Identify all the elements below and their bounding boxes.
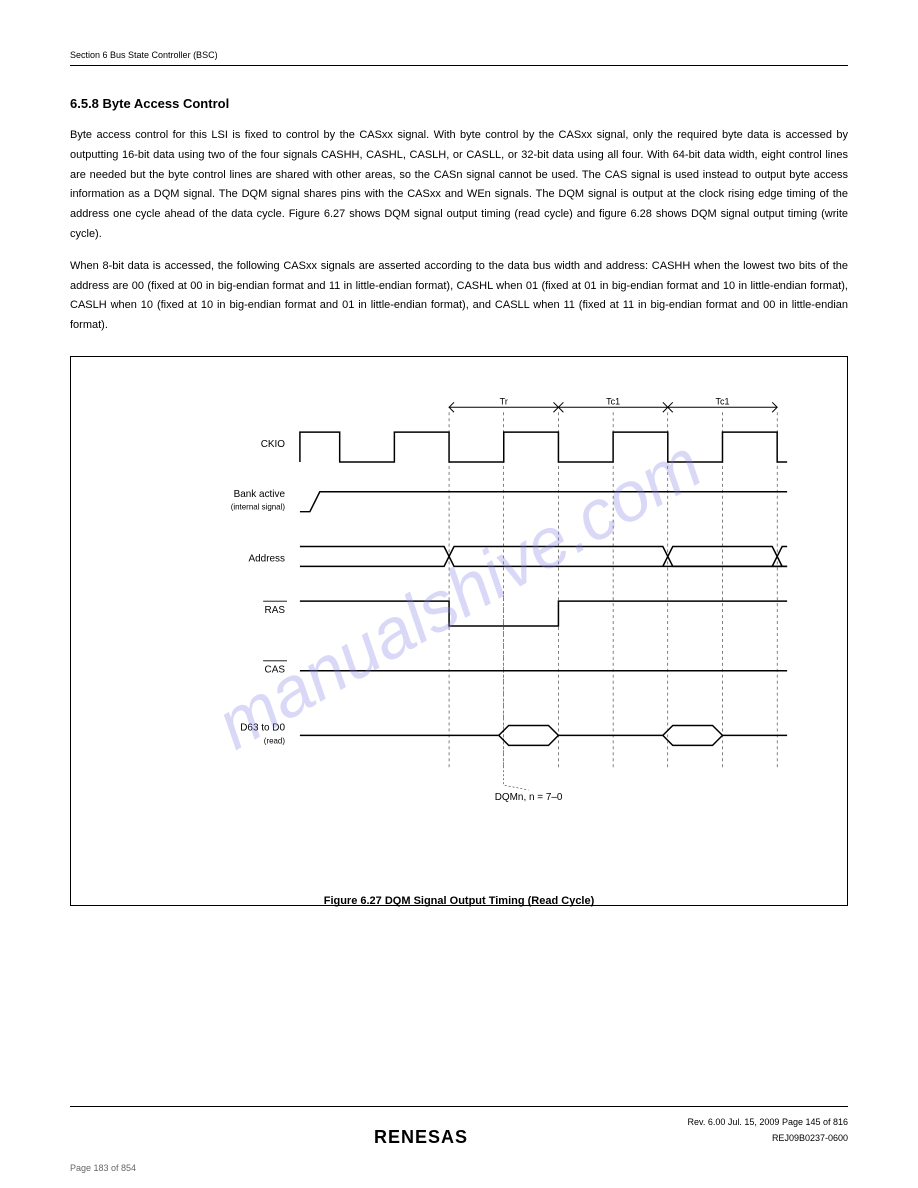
signal-label-ras: RAS <box>265 605 286 616</box>
header-left: Section 6 Bus State Controller (BSC) <box>70 50 218 60</box>
renesas-logo: RENESAS <box>374 1127 468 1148</box>
footer-docid: REJ09B0237-0600 <box>772 1133 848 1143</box>
timing-diagram: Tr Tc1 Tc1 CKIO Bank active (internal si… <box>70 356 848 906</box>
timing-label-tr: Tr <box>500 396 508 406</box>
footer: Rev. 6.00 Jul. 15, 2009 Page 145 of 816 … <box>70 1106 848 1148</box>
page-number-link[interactable]: Page 183 of 854 <box>70 1163 136 1173</box>
timing-markers: Tr Tc1 Tc1 <box>449 396 777 412</box>
signal-label-data: D63 to D0 <box>240 722 285 733</box>
signal-label-cas: CAS <box>265 665 286 676</box>
signal-label-address: Address <box>249 553 285 564</box>
section-heading: 6.5.8 Byte Access Control <box>70 96 848 111</box>
timing-label-tc1-1: Tc1 <box>606 396 620 406</box>
dqm-annotation: DQMn, n = 7–0 <box>495 792 563 803</box>
paragraph-2: When 8-bit data is accessed, the followi… <box>70 257 848 336</box>
timing-label-tc1-2: Tc1 <box>716 396 730 406</box>
footer-rev: Rev. 6.00 Jul. 15, 2009 Page 145 of 816 <box>688 1117 848 1127</box>
header-rule <box>70 65 848 66</box>
signal-sublabel-data: (read) <box>264 736 286 745</box>
signal-sublabel-bank: (internal signal) <box>231 503 286 512</box>
paragraph-1: Byte access control for this LSI is fixe… <box>70 126 848 245</box>
signal-label-ckio: CKIO <box>261 439 286 450</box>
timing-svg: Tr Tc1 Tc1 CKIO Bank active (internal si… <box>111 387 807 875</box>
signal-label-bank: Bank active <box>234 489 286 500</box>
figure-caption: Figure 6.27 DQM Signal Output Timing (Re… <box>111 895 807 907</box>
